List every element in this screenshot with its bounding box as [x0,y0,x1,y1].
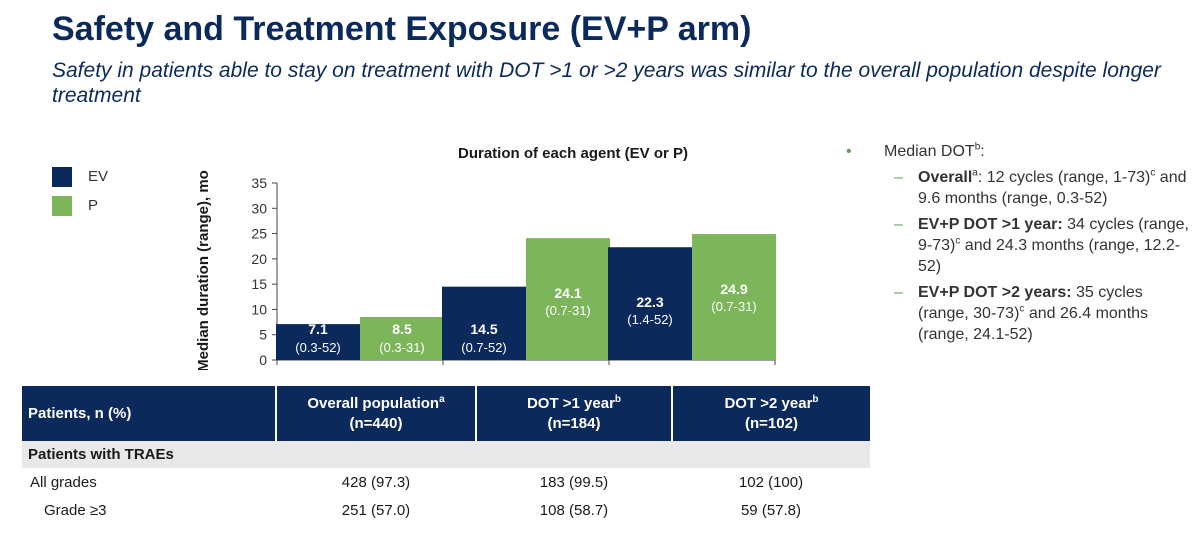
bullet-main-sup: b [974,141,981,153]
col-header-dot-1yr: DOT >1 yearb (n=184) [475,386,672,441]
page-title: Safety and Treatment Exposure (EV+P arm) [52,10,752,48]
y-tick-label: 20 [251,251,267,267]
legend-label-ev: EV [88,168,109,185]
col-header-dot-2yr: DOT >2 yearb (n=102) [671,386,870,441]
bar-value-label: 24.9 [720,281,747,297]
row-label: All grades [30,473,97,491]
col-header-n: (n=102) [745,414,798,432]
table-cell: 183 (99.5) [539,473,609,491]
sub-bullet-text: : 12 cycles (range, 1-73) [977,169,1151,186]
col-header-label: DOT >2 year [724,394,813,412]
sub-bullet-overall: – Overalla: 12 cycles (range, 1-73)c and… [894,167,1196,209]
sub-bullet-bold: Overall [918,169,973,186]
bar-range-label: (0.7-31) [711,299,757,314]
y-tick-label: 25 [251,226,267,242]
sub-bullet-sup: c [1019,303,1025,315]
bar-value-label: 7.1 [308,321,328,337]
table-cell: 102 (100) [738,473,804,491]
y-tick-label: 35 [251,175,267,191]
col-header-patients: Patients, n (%) [22,386,276,441]
col-header-sup: a [439,393,445,405]
legend-label-p: P [88,197,99,214]
y-tick-label: 5 [259,327,267,343]
sub-bullet-bold-sup: a [972,167,978,179]
bar-range-label: (0.7-52) [461,340,507,355]
table-row: Grade ≥3 251 (57.0) 108 (58.7) 59 (57.8) [22,496,870,524]
bar-p [526,238,610,360]
bar-range-label: (0.7-31) [545,303,591,318]
col-header-overall: Overall populationa (n=440) [275,386,476,441]
col-header-label: Overall population [307,394,440,412]
sub-bullet-text-2: and 26.4 months (range, 24.1-52) [918,305,1149,343]
y-axis-label: Median duration (range), mo [195,170,212,370]
sub-bullet-dot-2yr: – EV+P DOT >2 years: 35 cycles (range, 3… [894,282,1196,345]
page-subtitle: Safety in patients able to stay on treat… [52,59,1161,107]
bar-p [360,317,444,360]
bar-value-label: 8.5 [392,321,412,337]
section-label: Patients with TRAEs [22,441,870,468]
table-section-row: Patients with TRAEs [22,441,870,468]
bullet-median-dot: • Median DOTb: [846,141,1196,161]
bar-ev [276,324,360,360]
sub-bullet-bold: EV+P DOT >2 years: [918,284,1072,301]
y-tick-label: 30 [251,200,267,216]
bullet-dot-icon: • [846,143,852,160]
sub-bullet-sup: c [955,235,961,247]
bullet-main-text: Median DOT [884,143,975,160]
col-header-sup: b [812,393,819,405]
row-label: Grade ≥3 [44,501,107,519]
bar-p [692,234,776,360]
bar-range-label: (1.4-52) [627,312,673,327]
table-header-row: Patients, n (%) Overall populationa (n=44… [22,386,870,441]
bullet-main-colon: : [980,143,985,160]
bar-range-label: (0.3-31) [379,340,425,355]
sub-bullet-text-2: and 24.3 months (range, 12.2-52) [918,237,1181,275]
trae-table: Patients, n (%) Overall populationa (n=44… [22,386,870,524]
table-cell: 251 (57.0) [341,501,411,519]
sub-bullet-dot-1yr: – EV+P DOT >1 year: 34 cycles (range, 9-… [894,214,1196,277]
chart-title: Duration of each agent (EV or P) [458,145,688,162]
sub-bullet-text: 34 cycles (range, 9-73) [918,216,1189,254]
col-header-label: Patients, n (%) [28,405,132,422]
table-row: All grades 428 (97.3) 183 (99.5) 102 (10… [22,468,870,496]
col-header-label: DOT >1 year [526,394,615,412]
sub-bullet-text: 35 cycles (range, 30-73) [918,284,1143,322]
table-cell: 428 (97.3) [341,473,411,491]
col-header-n: (n=440) [349,414,403,432]
bar-ev [608,247,692,360]
sub-bullet-text-2: and 9.6 months (range, 0.3-52) [918,169,1187,207]
bar-ev [442,286,526,360]
y-tick-label: 10 [251,301,267,317]
bar-value-label: 24.1 [554,285,581,301]
table-cell: 59 (57.8) [740,501,802,519]
table-cell: 108 (58.7) [539,501,609,519]
dash-icon: – [894,284,903,301]
legend-swatch-p [52,195,72,216]
chart-legend: EV P [52,163,108,221]
dash-icon: – [894,169,903,186]
legend-item-p: P [52,192,108,219]
col-header-n: (n=184) [547,414,601,432]
col-header-sup: b [614,393,622,405]
bar-value-label: 14.5 [470,321,497,337]
bar-value-label: 22.3 [636,294,663,310]
y-tick-label: 15 [251,276,267,292]
bar-range-label: (0.3-52) [295,340,341,355]
dash-icon: – [894,216,903,233]
legend-swatch-ev [52,166,72,187]
bar-chart: Duration of each agent (EV or P) Median … [195,145,776,370]
sub-bullet-bold: EV+P DOT >1 year: [918,216,1063,233]
y-tick-label: 0 [259,352,267,368]
legend-item-ev: EV [52,163,108,190]
sub-bullet-sup: c [1150,167,1156,179]
median-dot-notes: • Median DOTb: – Overalla: 12 cycles (ra… [846,141,1196,350]
